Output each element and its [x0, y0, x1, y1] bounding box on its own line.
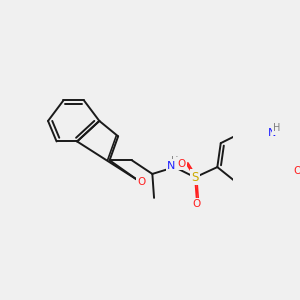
Text: N: N [267, 128, 276, 138]
Text: O: O [193, 199, 201, 209]
Text: N: N [167, 160, 176, 170]
Text: H: H [273, 123, 281, 133]
Text: O: O [138, 177, 146, 187]
Text: S: S [191, 171, 199, 184]
Text: O: O [177, 159, 185, 169]
Text: O: O [293, 166, 300, 176]
Text: H: H [171, 156, 178, 166]
